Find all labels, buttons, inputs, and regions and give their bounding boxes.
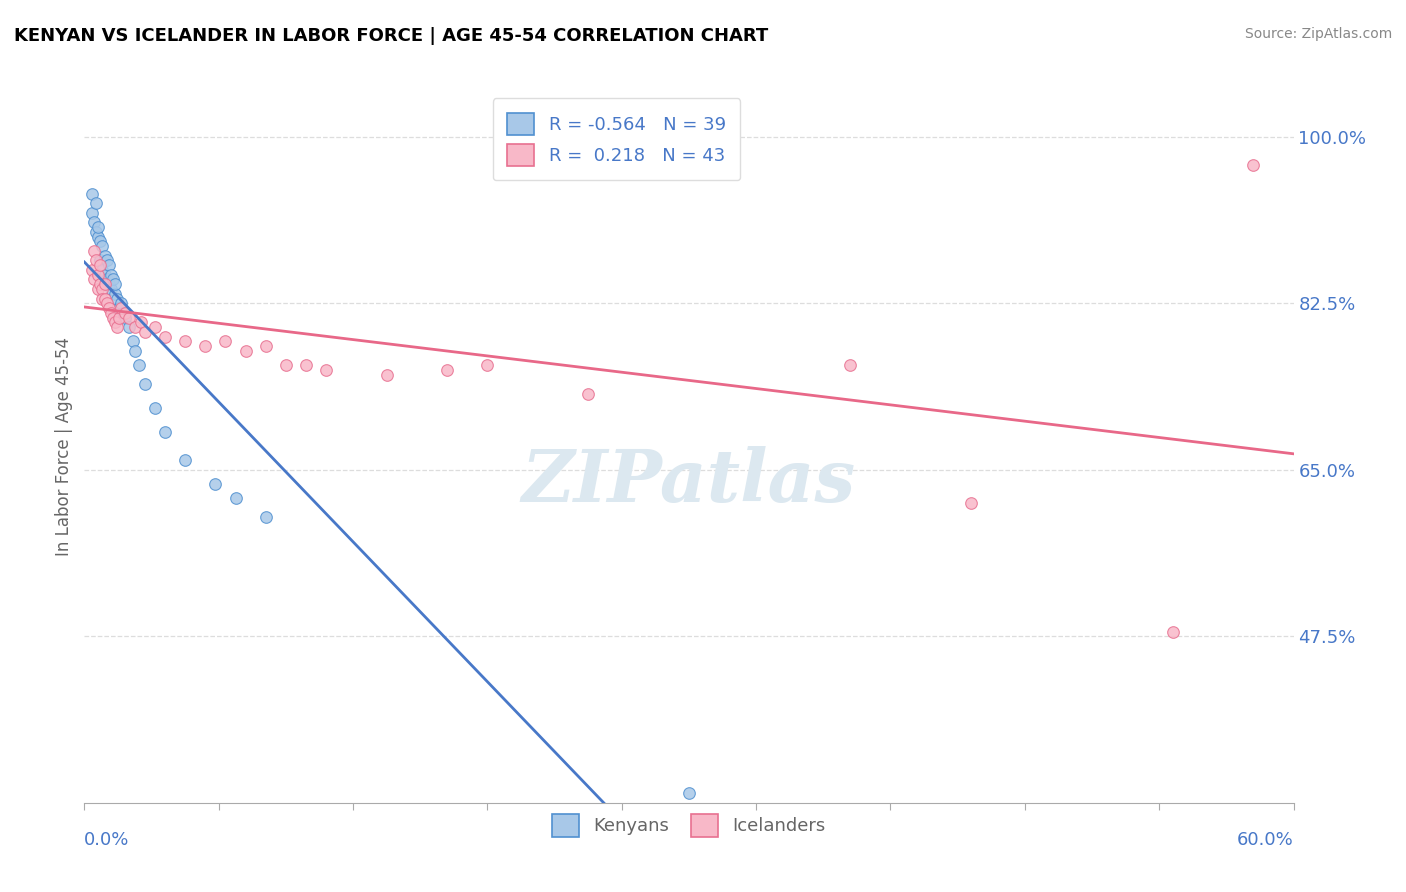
Point (86, 253, 108, 268)
Point (96, 272, 118, 286)
Point (83, 272, 105, 286)
Point (97, 301, 120, 315)
Point (101, 272, 124, 286)
Point (87, 268, 110, 282)
Point (93, 249, 115, 263)
Point (153, 329, 176, 343)
Point (83, 215, 105, 229)
Point (91, 263, 114, 277)
Point (225, 491, 247, 506)
Point (143, 320, 166, 334)
Point (89, 277, 111, 292)
Point (86, 196, 108, 211)
Point (89, 253, 111, 268)
Point (839, 358, 862, 372)
Text: ZIPatlas: ZIPatlas (522, 446, 856, 517)
Point (82, 186, 104, 201)
Y-axis label: In Labor Force | Age 45-54: In Labor Force | Age 45-54 (55, 336, 73, 556)
Point (107, 301, 129, 315)
Point (204, 477, 226, 491)
Point (214, 334, 236, 349)
Point (105, 292, 128, 306)
Point (96, 253, 118, 268)
Point (93, 292, 115, 306)
Point (87, 282, 110, 296)
Point (129, 315, 152, 329)
Point (87, 220, 110, 235)
Point (274, 358, 297, 372)
Point (118, 310, 141, 325)
Point (1161, 624, 1184, 639)
Text: KENYAN VS ICELANDER IN LABOR FORCE | AGE 45-54 CORRELATION CHART: KENYAN VS ICELANDER IN LABOR FORCE | AGE… (14, 27, 768, 45)
Point (104, 315, 127, 329)
Point (110, 296, 132, 310)
Point (174, 453, 197, 467)
Point (107, 310, 129, 325)
Point (375, 368, 398, 382)
Point (97, 277, 120, 292)
Point (96, 296, 118, 310)
Point (91, 292, 114, 306)
Point (1241, 158, 1264, 172)
Point (104, 286, 127, 301)
Point (91, 282, 114, 296)
Point (111, 306, 134, 320)
Point (87, 229, 110, 244)
Point (124, 320, 146, 334)
Point (82, 263, 104, 277)
Point (477, 358, 499, 372)
Point (254, 339, 277, 353)
Point (436, 363, 458, 377)
Point (121, 334, 143, 349)
Point (89, 235, 111, 249)
Point (128, 358, 150, 372)
Legend: Kenyans, Icelanders: Kenyans, Icelanders (544, 807, 834, 844)
Point (124, 343, 146, 358)
Text: Source: ZipAtlas.com: Source: ZipAtlas.com (1244, 27, 1392, 41)
Point (101, 310, 124, 325)
Point (89, 258, 111, 272)
Point (143, 401, 166, 415)
Point (100, 306, 122, 320)
Point (93, 277, 115, 292)
Point (110, 301, 132, 315)
Point (134, 377, 156, 392)
Point (114, 310, 136, 325)
Point (100, 268, 122, 282)
Point (91, 239, 114, 253)
Text: 60.0%: 60.0% (1237, 831, 1294, 849)
Point (134, 325, 156, 339)
Point (100, 282, 122, 296)
Point (118, 320, 141, 334)
Point (114, 306, 136, 320)
Point (153, 425, 176, 439)
Point (678, 786, 700, 800)
Point (86, 225, 108, 239)
Point (235, 343, 257, 358)
Point (194, 339, 217, 353)
Point (174, 334, 197, 349)
Point (960, 496, 983, 510)
Point (104, 277, 127, 292)
Point (105, 320, 128, 334)
Point (97, 258, 120, 272)
Point (576, 386, 599, 401)
Point (83, 244, 105, 258)
Point (82, 206, 104, 220)
Point (295, 358, 318, 372)
Point (315, 363, 337, 377)
Point (93, 268, 115, 282)
Point (254, 510, 277, 524)
Text: 0.0%: 0.0% (84, 831, 129, 849)
